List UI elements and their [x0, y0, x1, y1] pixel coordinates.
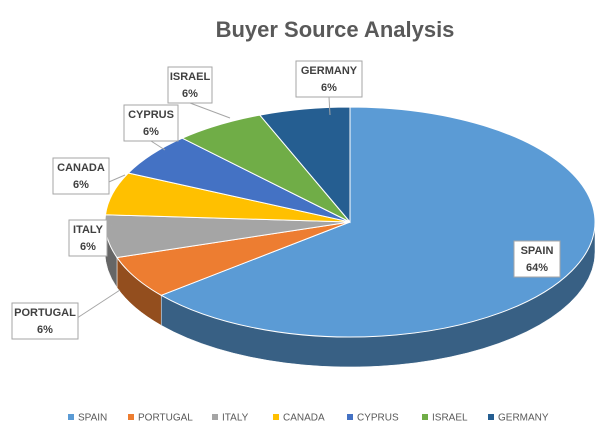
label-box	[52, 157, 110, 195]
label-value: 6%	[321, 82, 337, 94]
label-box	[295, 60, 363, 98]
legend-swatch	[212, 414, 218, 420]
legend-swatch	[68, 414, 74, 420]
label-value: 6%	[143, 126, 159, 138]
legend-label: PORTUGAL	[138, 413, 193, 424]
leader-line	[150, 140, 166, 151]
label-box	[68, 219, 108, 257]
leader-line	[328, 96, 331, 116]
slice	[258, 106, 351, 224]
legend-swatch	[488, 414, 494, 420]
legend-swatch	[422, 414, 428, 420]
legend-swatch	[128, 414, 134, 420]
label-value: 6%	[80, 241, 96, 253]
leader-line	[189, 102, 231, 119]
legend-swatch	[347, 414, 353, 420]
legend-swatch	[273, 414, 279, 420]
label-value: 6%	[37, 324, 53, 336]
legend-label: ITALY	[222, 413, 249, 424]
legend-label: CANADA	[283, 413, 325, 424]
chart-title: Buyer Source Analysis	[216, 17, 455, 42]
legend-label: GERMANY	[498, 413, 549, 424]
label-category: SPAIN	[521, 245, 554, 257]
legend-label: ISRAEL	[432, 413, 468, 424]
label-category: CYPRUS	[128, 109, 174, 121]
legend-label: CYPRUS	[357, 413, 399, 424]
label-box	[123, 104, 179, 142]
label-value: 64%	[526, 262, 548, 274]
label-category: PORTUGAL	[14, 307, 76, 319]
label-box	[11, 302, 79, 340]
label-value: 6%	[73, 179, 89, 191]
label-box	[513, 240, 561, 278]
label-category: CANADA	[57, 162, 105, 174]
label-value: 6%	[182, 88, 198, 100]
label-category: GERMANY	[301, 65, 358, 77]
legend-label: SPAIN	[78, 413, 107, 424]
label-box	[167, 66, 213, 104]
label-category: ISRAEL	[170, 71, 211, 83]
slice	[160, 106, 596, 338]
label-category: ITALY	[73, 224, 104, 236]
